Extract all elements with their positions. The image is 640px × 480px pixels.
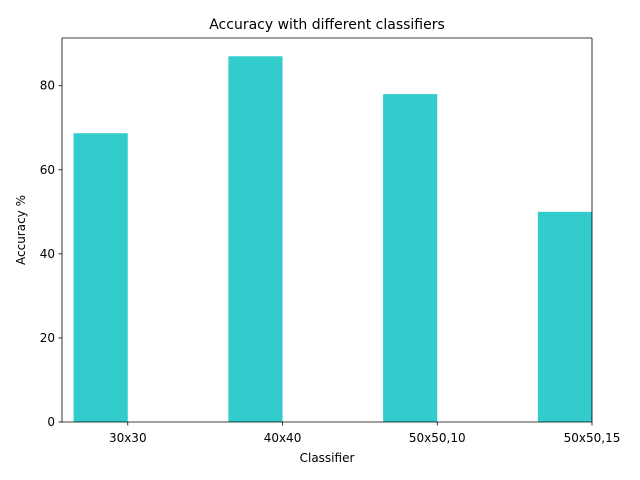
x-tick-label-30x30: 30x30 — [109, 431, 147, 445]
x-tick-label-50x50,10: 50x50,10 — [409, 431, 466, 445]
x-tick-label-40x40: 40x40 — [264, 431, 302, 445]
plot-area — [62, 38, 592, 422]
bar-50x50,15 — [537, 211, 592, 422]
y-tick-label-80: 80 — [40, 79, 55, 93]
bar-50x50,10 — [383, 94, 438, 423]
x-axis-label: Classifier — [300, 451, 355, 465]
bars-group — [73, 56, 592, 423]
y-tick-label-40: 40 — [40, 247, 55, 261]
y-tick-label-20: 20 — [40, 331, 55, 345]
y-tick-label-0: 0 — [47, 415, 55, 429]
y-axis-label: Accuracy % — [14, 195, 28, 265]
x-axis-ticks: 30x30 40x40 50x50,10 50x50,15 — [109, 422, 620, 445]
axes-spines — [61, 37, 593, 423]
bar-40x40 — [228, 56, 283, 422]
y-axis-ticks: 0 20 40 60 80 — [40, 79, 62, 429]
y-tick-label-60: 60 — [40, 163, 55, 177]
chart-title: Accuracy with different classifiers — [209, 17, 445, 33]
x-tick-label-50x50,15: 50x50,15 — [564, 431, 621, 445]
bar-30x30 — [73, 133, 128, 422]
